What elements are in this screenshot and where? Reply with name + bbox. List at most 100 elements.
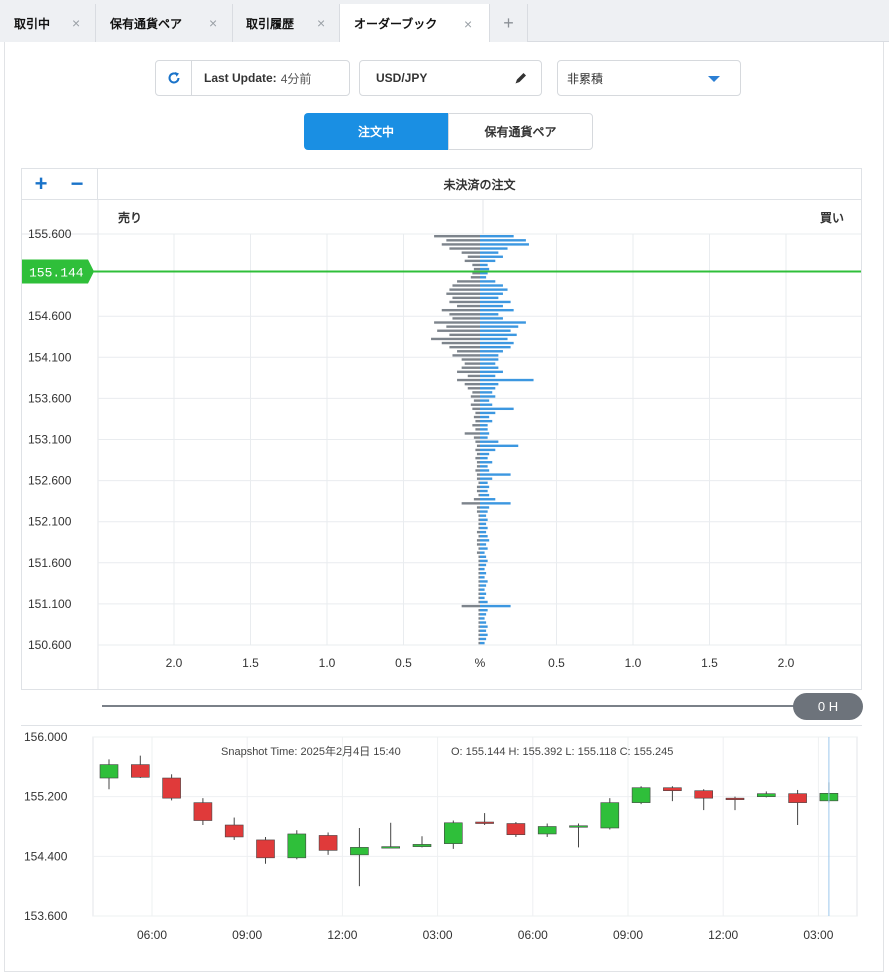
buy-order-bar (480, 300, 511, 304)
close-icon[interactable]: × (317, 15, 326, 31)
buy-order-bar (480, 403, 493, 406)
x-tick-label: 06:00 (137, 928, 167, 942)
sell-order-bar (464, 432, 480, 435)
refresh-button[interactable] (156, 61, 192, 95)
sell-order-bar (476, 551, 480, 554)
plus-icon: + (503, 12, 514, 33)
buy-order-bar (480, 350, 503, 353)
currency-pair-field[interactable]: USD/JPY (359, 60, 542, 96)
buy-order-bar (480, 456, 488, 460)
close-icon[interactable]: × (209, 15, 218, 31)
sell-order-bar (449, 288, 480, 291)
sell-order-bar (478, 609, 480, 612)
refresh-icon (168, 72, 179, 84)
buy-order-bar (480, 370, 503, 374)
buy-order-bar (480, 271, 488, 275)
buy-order-bar (480, 308, 514, 312)
sell-order-bar (475, 411, 480, 415)
x-tick-label: 03:00 (423, 928, 453, 942)
sell-order-bar (478, 641, 480, 645)
sell-order-bar (478, 481, 480, 484)
tab-bar: 取引中 × 保有通貨ペア × 取引履歴 × オーダーブック × + (0, 0, 889, 43)
sell-order-bar (441, 308, 480, 312)
tab-trade-history-label: 取引履歴 (246, 16, 295, 31)
timeline-track[interactable] (102, 705, 802, 707)
buy-order-bar (480, 432, 490, 435)
sell-order-bar (472, 424, 480, 427)
buy-order-bar (480, 251, 499, 254)
sell-order-bar (457, 350, 480, 353)
close-icon[interactable]: × (72, 15, 81, 31)
pencil-icon[interactable] (513, 70, 529, 86)
buy-order-bar (480, 333, 517, 337)
buy-order-bar (480, 304, 503, 308)
tab-holding-pairs[interactable]: 保有通貨ペア × (96, 4, 233, 42)
order-book-header: + − 未決済の注文 (22, 169, 861, 200)
buy-order-bar (480, 609, 488, 612)
sell-order-bar (478, 580, 480, 583)
sell-order-bar (472, 271, 480, 275)
buy-order-bar (480, 551, 485, 554)
buy-order-bar (480, 395, 496, 398)
sell-order-bar (478, 592, 480, 595)
buy-order-bar (480, 621, 487, 624)
buy-order-bar (480, 288, 508, 291)
y-tick-label: 154.400 (24, 849, 68, 863)
y-tick-label: 150.600 (28, 638, 72, 652)
timeline-handle[interactable]: 0 H (793, 693, 863, 720)
sell-order-bar (478, 518, 480, 521)
close-icon[interactable]: × (464, 15, 473, 32)
sell-order-bar (449, 345, 480, 349)
sell-order-bar (476, 473, 480, 476)
candle-down (788, 793, 807, 803)
add-tab-button[interactable]: + (490, 4, 528, 42)
sell-order-bar (464, 382, 480, 386)
buy-order-bar (480, 576, 485, 579)
sell-order-bar (467, 255, 480, 258)
accumulation-select[interactable]: 非累積 (557, 60, 741, 96)
buy-order-bar (480, 489, 488, 493)
tab-trade-history[interactable]: 取引履歴 × (233, 4, 340, 42)
tab-trading-label: 取引中 (14, 16, 51, 31)
sell-order-bar (478, 584, 480, 587)
tab-open-positions[interactable]: 保有通貨ペア (448, 113, 593, 150)
buy-order-bar (480, 498, 496, 501)
buy-order-bar (480, 366, 499, 369)
zoom-in-button[interactable]: + (34, 171, 48, 196)
buy-order-bar (480, 600, 488, 604)
buy-order-bar (480, 473, 511, 476)
buy-order-bar (480, 481, 488, 484)
buy-order-bar (480, 596, 485, 600)
tab-open-orders[interactable]: 注文中 (304, 113, 448, 150)
y-tick-label: 153.600 (24, 909, 68, 923)
buy-order-bar (480, 522, 487, 526)
buy-order-bar (480, 296, 499, 300)
currency-pair-value: USD/JPY (376, 71, 428, 85)
candle-up (569, 825, 588, 828)
buy-order-bar (480, 510, 488, 513)
buy-order-bar (480, 243, 529, 246)
sell-order-bar (461, 251, 480, 254)
sell-order-bar (449, 300, 480, 304)
buy-order-bar (480, 592, 487, 595)
tab-holding-pairs-label: 保有通貨ペア (110, 16, 183, 31)
buy-order-bar (480, 629, 487, 632)
sell-order-bar (478, 567, 480, 571)
candle-down (256, 839, 275, 859)
y-tick-label: 151.100 (28, 597, 72, 611)
sell-order-bar (476, 465, 480, 468)
sell-order-bar (475, 469, 480, 472)
zoom-out-button[interactable]: − (70, 171, 84, 196)
sell-order-bar (434, 321, 480, 324)
sell-order-bar (476, 489, 480, 493)
sell-order-bar (457, 280, 480, 283)
sell-order-bar (475, 428, 480, 431)
candle-down (131, 764, 150, 778)
sell-order-bar (461, 502, 480, 505)
buy-order-bar (480, 535, 488, 538)
tab-trading[interactable]: 取引中 × (0, 4, 96, 42)
sell-order-bar (478, 547, 480, 550)
y-tick-label: 154.600 (28, 309, 72, 323)
tab-order-book[interactable]: オーダーブック × (340, 4, 490, 43)
candle-down (725, 797, 745, 800)
